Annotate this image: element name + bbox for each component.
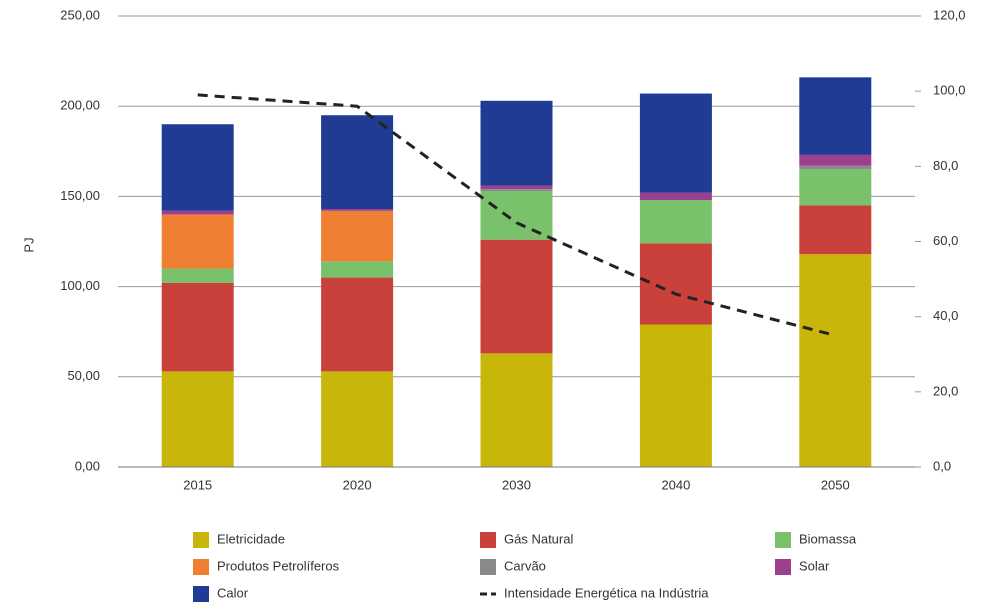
- y2-tick-label: 20,0: [933, 383, 958, 398]
- y2-tick-label: 0,0: [933, 458, 951, 473]
- bar-segment: [480, 100, 553, 186]
- y2-tick-label: 100,0: [933, 83, 966, 98]
- y2-tick-label: 60,0: [933, 233, 958, 248]
- bar-segment: [639, 324, 712, 467]
- bar-segment: [161, 210, 234, 215]
- bar-segment: [321, 210, 394, 262]
- legend-label: Calor: [217, 585, 249, 600]
- x-tick-label: 2015: [183, 477, 212, 492]
- bar-segment: [799, 205, 872, 255]
- y-tick-label: 0,00: [75, 458, 100, 473]
- legend-label: Biomassa: [799, 531, 857, 546]
- bar-segment: [639, 93, 712, 193]
- legend-swatch: [775, 559, 791, 575]
- y2-tick-label: 120,0: [933, 7, 966, 22]
- bar-segment: [321, 277, 394, 372]
- x-tick-label: 2040: [661, 477, 690, 492]
- bar-segment: [639, 200, 712, 244]
- legend-swatch: [480, 559, 496, 575]
- legend-label: Eletricidade: [217, 531, 285, 546]
- bar-segment: [321, 261, 394, 278]
- legend-swatch: [480, 532, 496, 548]
- y-axis-label: PJ: [21, 237, 36, 252]
- bar-segment: [161, 124, 234, 211]
- y-tick-label: 250,00: [60, 7, 100, 22]
- bar-segment: [161, 371, 234, 467]
- bar-segment: [321, 115, 394, 210]
- y2-tick-label: 80,0: [933, 158, 958, 173]
- y-tick-label: 100,00: [60, 278, 100, 293]
- legend-swatch: [193, 559, 209, 575]
- y-tick-label: 150,00: [60, 188, 100, 203]
- bar-segment: [161, 282, 234, 372]
- bar-segment: [480, 239, 553, 354]
- bar-segment: [799, 169, 872, 206]
- legend-swatch: [775, 532, 791, 548]
- bar-segment: [321, 209, 394, 211]
- bar-segment: [480, 189, 553, 191]
- x-tick-label: 2050: [821, 477, 850, 492]
- line: [197, 93, 836, 337]
- y-tick-label: 200,00: [60, 98, 100, 113]
- legend-label: Intensidade Energética na Indústria: [504, 585, 709, 600]
- bar-segment: [321, 371, 394, 467]
- bar-segment: [639, 192, 712, 201]
- legend-label: Produtos Petrolíferos: [217, 558, 340, 573]
- y-tick-label: 50,00: [67, 368, 100, 383]
- legend-label: Solar: [799, 558, 830, 573]
- bar-segment: [639, 243, 712, 325]
- bar-segment: [480, 185, 553, 190]
- legend-label: Carvão: [504, 558, 546, 573]
- bar-segment: [799, 77, 872, 155]
- bar-segment: [480, 190, 553, 240]
- legend-swatch: [193, 532, 209, 548]
- y2-tick-label: 40,0: [933, 308, 958, 323]
- bar-segment: [161, 268, 234, 283]
- x-tick-label: 2030: [502, 477, 531, 492]
- legend-label: Gás Natural: [504, 531, 573, 546]
- bar-segment: [161, 214, 234, 269]
- bar-segment: [799, 254, 872, 467]
- bar-segment: [480, 353, 553, 467]
- x-tick-label: 2020: [343, 477, 372, 492]
- legend-swatch: [193, 586, 209, 602]
- bar-segment: [799, 165, 872, 170]
- bar-segment: [799, 154, 872, 166]
